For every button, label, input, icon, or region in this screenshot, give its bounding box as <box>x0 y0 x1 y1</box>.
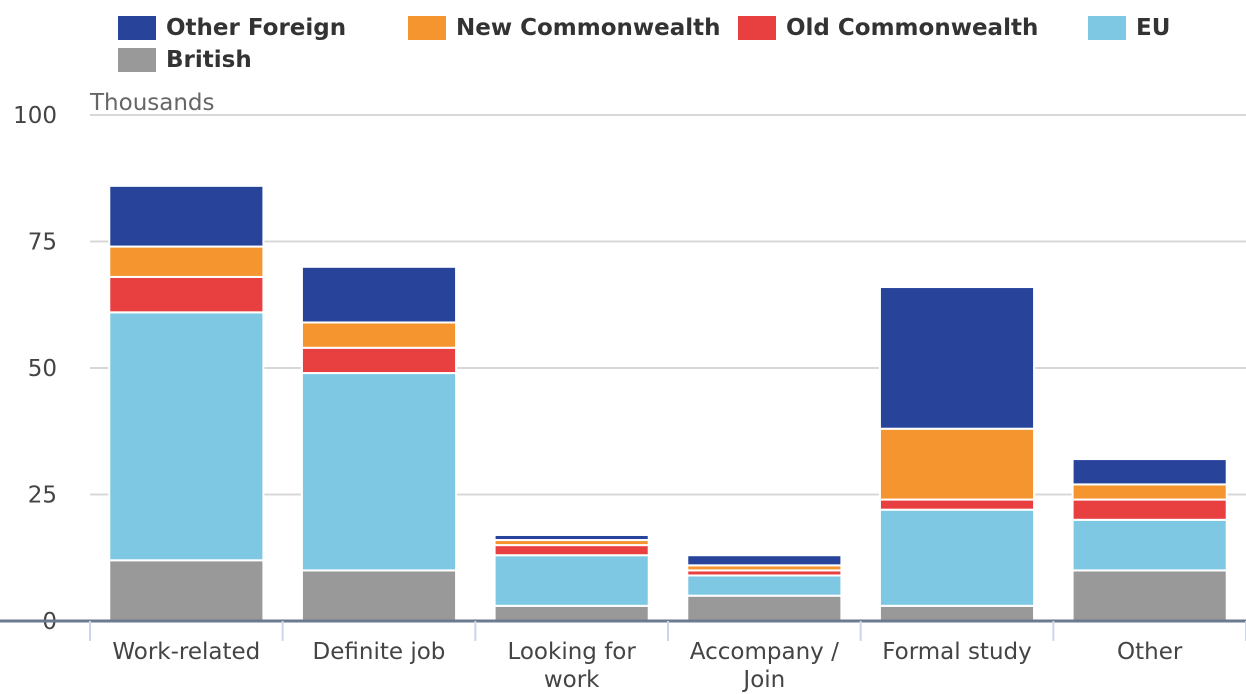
bar-segment <box>108 311 265 562</box>
bar-segment <box>108 184 265 248</box>
x-tick-label: Formal study <box>882 639 1032 665</box>
legend-swatch <box>738 16 776 40</box>
bar-segment <box>1071 458 1228 486</box>
legend-item: Old Commonwealth <box>738 12 1088 44</box>
bar-segment <box>300 321 458 349</box>
bar-segment <box>493 554 650 607</box>
bar-segment <box>493 533 650 542</box>
bar-segment <box>300 265 458 324</box>
legend-label: New Commonwealth <box>456 15 721 41</box>
legend-label: British <box>166 47 252 73</box>
x-tick-label: Other <box>1117 639 1183 665</box>
bar-segment <box>878 286 1036 430</box>
bar-segment <box>878 604 1036 623</box>
legend-swatch <box>118 16 156 40</box>
bar-segment <box>686 574 843 597</box>
x-tick-label: Accompany / Join <box>689 639 839 693</box>
legend-swatch <box>118 48 156 72</box>
bar-segment <box>1071 518 1228 572</box>
bar-segment <box>493 604 650 623</box>
bar-segment <box>108 245 265 278</box>
legend-swatch <box>408 16 446 40</box>
x-tick-label: Work-related <box>112 639 261 665</box>
bar-segment <box>1071 498 1228 521</box>
legend: Other Foreign New Commonwealth Old Commonw… <box>118 12 1228 76</box>
bar-segment <box>686 594 843 623</box>
bar-segment <box>300 372 458 572</box>
legend-item: EU <box>1088 12 1228 44</box>
y-tick-label: 100 <box>13 103 57 129</box>
y-tick-label: 50 <box>28 356 57 382</box>
bar-segment <box>108 559 265 623</box>
legend-item: British <box>118 44 418 76</box>
bar-segment <box>686 554 843 567</box>
y-axis-label: Thousands <box>89 90 215 116</box>
x-tick-label: Looking for work <box>507 639 636 693</box>
bar-segment <box>1071 569 1228 623</box>
legend-label: EU <box>1136 15 1171 41</box>
legend-label: Other Foreign <box>166 15 347 41</box>
bar-segment <box>108 275 265 314</box>
y-tick-label: 25 <box>28 483 57 509</box>
bar-segment <box>300 569 458 623</box>
legend-item: Other Foreign <box>118 12 408 44</box>
bar-segment <box>878 508 1036 607</box>
bar-segment <box>878 427 1036 501</box>
legend-label: Old Commonwealth <box>786 15 1039 41</box>
y-tick-label: 75 <box>28 230 57 256</box>
x-tick-label: Definite job <box>312 639 446 665</box>
legend-item: New Commonwealth <box>408 12 738 44</box>
bar-segment <box>493 544 650 557</box>
bar-segment <box>1071 483 1228 501</box>
legend-swatch <box>1088 16 1126 40</box>
bar-segment <box>300 346 458 375</box>
bar-segment <box>878 498 1036 511</box>
